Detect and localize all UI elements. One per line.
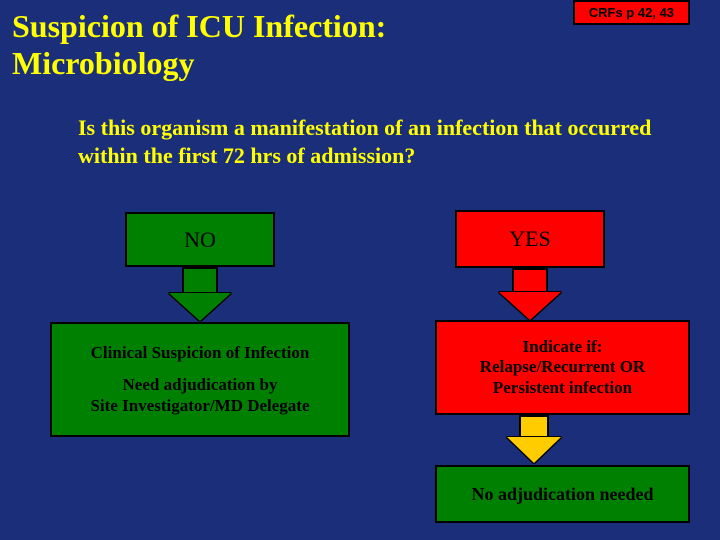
outcome-no-line1: Clinical Suspicion of Infection: [91, 343, 310, 363]
arrow-yes-stem: [512, 268, 548, 294]
outcome-yes-line1: Indicate if:: [523, 337, 603, 357]
arrow-final-head-icon: [507, 437, 561, 463]
final-outcome-label: No adjudication needed: [471, 484, 653, 505]
slide-title: Suspicion of ICU Infection: Microbiology: [12, 8, 492, 82]
arrow-no-stem: [182, 267, 218, 295]
decision-no-label: NO: [184, 227, 216, 253]
crf-reference-box: CRFs p 42, 43: [573, 0, 690, 25]
outcome-yes-line2: Relapse/Recurrent OR: [480, 357, 645, 377]
decision-question: Is this organism a manifestation of an i…: [78, 114, 668, 169]
arrow-final-stem: [519, 415, 549, 439]
decision-no-box: NO: [125, 212, 275, 267]
outcome-no-line3: Site Investigator/MD Delegate: [90, 396, 309, 416]
outcome-yes-line3: Persistent infection: [493, 378, 632, 398]
outcome-no-box: Clinical Suspicion of Infection Need adj…: [50, 322, 350, 437]
decision-yes-label: YES: [509, 226, 551, 252]
arrow-no-head-icon: [169, 293, 231, 321]
outcome-no-line2: Need adjudication by: [123, 375, 278, 395]
final-outcome-box: No adjudication needed: [435, 465, 690, 523]
outcome-yes-box: Indicate if: Relapse/Recurrent OR Persis…: [435, 320, 690, 415]
arrow-yes-head-icon: [499, 292, 561, 320]
decision-yes-box: YES: [455, 210, 605, 268]
